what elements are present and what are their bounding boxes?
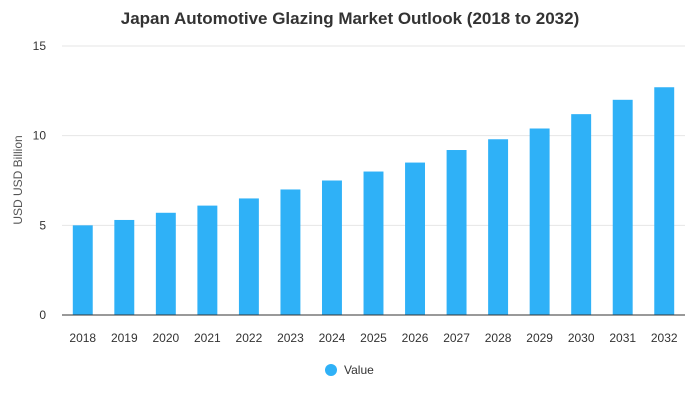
bar-2029[interactable] [529,128,550,315]
bar-2024[interactable] [321,180,342,316]
bar-series [72,87,675,316]
legend-label-value[interactable]: Value [344,363,374,377]
bar-2022[interactable] [238,198,259,315]
bar-2030[interactable] [571,114,592,315]
y-tick-label: 0 [39,308,46,322]
bar-2021[interactable] [197,205,218,315]
y-axis-label: USD USD Billion [11,135,25,224]
x-tick-label: 2027 [443,331,470,345]
x-tick-label: 2028 [485,331,512,345]
x-tick-label: 2022 [236,331,263,345]
bar-2026[interactable] [405,162,426,315]
y-tick-label: 10 [33,129,47,143]
x-tick-label: 2020 [152,331,179,345]
x-tick-label: 2031 [609,331,636,345]
legend-marker-value[interactable] [325,364,337,376]
bar-2025[interactable] [363,171,384,315]
y-axis-ticks: 0 5 10 15 [33,39,47,322]
x-tick-label: 2025 [360,331,387,345]
x-tick-label: 2019 [111,331,138,345]
bar-2018[interactable] [72,225,93,315]
x-tick-label: 2018 [69,331,96,345]
bar-2031[interactable] [612,99,633,315]
x-axis-ticks: 2018 2019 2020 2021 2022 2023 2024 2025 2026 2027… [69,331,677,345]
bar-2027[interactable] [446,150,467,315]
x-tick-label: 2023 [277,331,304,345]
bar-2032[interactable] [654,87,675,315]
y-tick-label: 5 [39,218,46,232]
x-tick-label: 2021 [194,331,221,345]
x-tick-label: 2029 [526,331,553,345]
y-tick-label: 15 [33,39,47,53]
bar-2020[interactable] [155,212,176,315]
x-tick-label: 2030 [568,331,595,345]
bar-2028[interactable] [488,139,509,315]
chart-title: Japan Automotive Glazing Market Outlook … [121,9,579,28]
x-tick-label: 2026 [402,331,429,345]
x-tick-label: 2032 [651,331,678,345]
legend[interactable]: Value [325,363,374,377]
bar-2023[interactable] [280,189,301,315]
x-tick-label: 2024 [319,331,346,345]
bar-2019[interactable] [114,219,135,315]
